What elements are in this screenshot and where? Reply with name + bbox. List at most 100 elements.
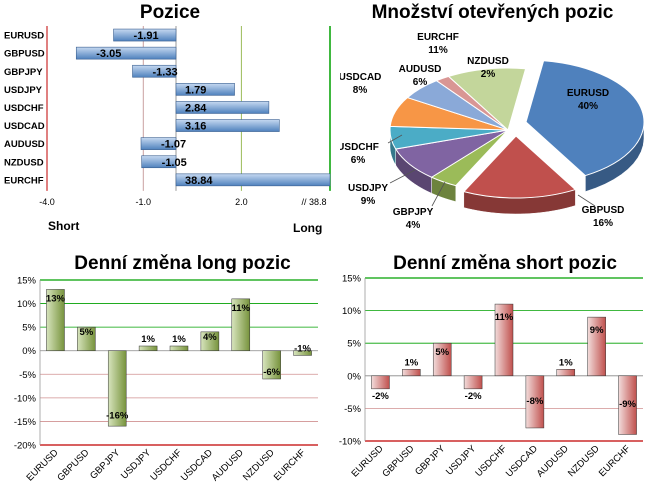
y-tick-label: -10% [339,437,362,448]
pie-label-usdjpy: USDJPY [348,183,388,194]
pie-slice-gbpusd [462,135,577,199]
bar-eurusd [46,289,65,351]
y-tick-label: 0% [22,346,36,357]
long-change-panel: Denní změna long pozic 15% 10% 5% 0% -5% -10%… [0,245,325,495]
category-label-usdchf: USDCHF [473,443,509,479]
category-label-audusd: AUDUSD [210,447,246,483]
bar-gbpusd [77,326,96,351]
category-label-eurusd: EURUSD [24,447,60,483]
category-label-gbpjpy: GBPJPY [88,447,123,482]
category-label-nzdusd: NZDUSD [566,443,602,479]
value-label-gbpjpy: -16% [106,410,129,421]
pie-value-eurusd: 40% [578,101,598,112]
pie-slice-eurchf [447,67,527,131]
value-label-usdjpy: 1% [141,334,155,345]
bar-usdjpy [463,375,483,390]
pie-label-gbpjpy: GBPJPY [393,207,434,218]
bar-nzdusd [587,316,606,377]
category-label-eurusd: EURUSD [349,443,385,479]
category-label-usdchf: USDCHF [4,103,44,114]
y-tick-label: -5% [19,370,36,381]
bar-eurchf [618,375,637,435]
value-label-eurusd: -2% [372,391,389,402]
x-tick-label: -1.0 [136,197,152,207]
short-change-title: Denní změna short pozic [393,253,617,274]
y-tick-label: 15% [342,274,362,285]
pie-leader-gbpjpy [431,181,446,207]
bar-gbpjpy [432,342,452,377]
value-label-eurchf: -9% [619,399,636,410]
bar-usdcad [175,119,280,132]
value-label-gbpjpy: 5% [435,347,449,358]
long-change-chart: 15% 10% 5% 0% -5% -10% -15% -20% 13% EURUSD 5% GBPU… [14,276,318,483]
pie-label-nzdusd: NZDUSD [467,56,509,67]
pie-value-audusd: 6% [413,77,428,88]
y-tick-label: 10% [342,306,362,317]
value-label-audusd: 1% [559,357,573,368]
category-label-eurchf: EURCHF [4,175,44,186]
category-label-nzdusd: NZDUSD [241,447,277,483]
category-label-eurchf: EURCHF [272,447,308,483]
pie-value-usdjpy: 9% [361,196,376,207]
bar-usdjpy [175,83,235,96]
category-label-usdcad: USDCAD [4,121,45,132]
bar-audusd [556,369,576,377]
category-label-usdjpy: USDJPY [4,85,43,96]
value-label-eurusd: 13% [46,293,66,304]
pie-value-usdcad: 8% [353,85,368,96]
category-label-audusd: AUDUSD [535,443,571,479]
pie-value-usdchf: 6% [351,155,366,166]
pie-panel: Množství otevřených pozic EURUSD 40% GBPUS… [340,0,645,245]
pie-value-eurchf: 11% [428,45,448,56]
category-label-eurchf: EURCHF [597,443,633,479]
category-label-nzdusd: NZDUSD [4,157,44,168]
value-label-usdcad: -8% [526,396,543,407]
bar-audusd [231,298,251,351]
value-label-usdcad: 3.16 [185,121,206,133]
bar-gbpjpy [132,64,177,78]
category-label-gbpusd: GBPUSD [380,443,416,479]
pie-label-eurchf: EURCHF [417,32,459,43]
y-tick-label: 5% [22,323,36,334]
pie-value-gbpjpy: 4% [406,220,421,231]
value-label-usdjpy: -2% [465,391,482,402]
value-label-nzdusd: -1.05 [162,157,187,169]
y-tick-label: -15% [14,417,37,428]
pie-label-eurusd: EURUSD [567,88,609,99]
value-label-audusd: -1.07 [161,139,186,151]
bar-gbpusd [402,369,421,377]
bar-eurchf [175,173,331,187]
value-label-usdchf: 1% [172,334,186,345]
y-tick-label: 0% [347,371,361,382]
long-label: Long [293,221,322,235]
value-label-gbpjpy: -1.33 [153,66,178,78]
short-change-chart: 15% 10% 5% 0% -5% -10% -2% EURUSD 1% GBPUSD 5% GBPJ… [339,274,643,479]
bar-usdchf [169,345,189,351]
short-change-panel: Denní změna short pozic 15% 10% 5% 0% -5% -10… [325,245,645,495]
bar-eurusd [113,28,177,42]
value-label-eurusd: -1.91 [134,30,159,42]
pie-label-audusd: AUDUSD [399,64,442,75]
pie-slice-eurusd [525,60,645,177]
pie-value-nzdusd: 2% [481,69,496,80]
value-label-gbpusd: 1% [404,357,418,368]
pie-leader-usdchf [387,134,403,144]
pie-label-usdchf: USDCHF [340,142,379,153]
pie-label-gbpusd: GBPUSD [582,205,625,216]
category-label-gbpjpy: GBPJPY [413,443,448,478]
value-label-usdcad: 4% [203,332,217,343]
short-label: Short [48,219,79,233]
bar-nzdusd [141,155,177,169]
pie-value-gbpusd: 16% [593,218,613,229]
bar-usdchf [494,303,514,377]
pozice-title: Pozice [139,2,201,23]
x-tick-label: // 38.8 [301,197,326,207]
pie-label-usdcad: USDCAD [340,72,381,83]
x-tick-label: -4.0 [39,197,55,207]
value-label-usdchf: 2.84 [185,102,207,114]
pie-leader-gbpusd [577,194,596,207]
bar-audusd [140,137,177,150]
y-tick-label: 5% [347,339,361,350]
pozice-panel: Pozice EURUSD -1.91 GBPUSD -3.05 GBPJPY -1.33… [0,0,340,245]
value-label-audusd: 11% [232,303,251,314]
